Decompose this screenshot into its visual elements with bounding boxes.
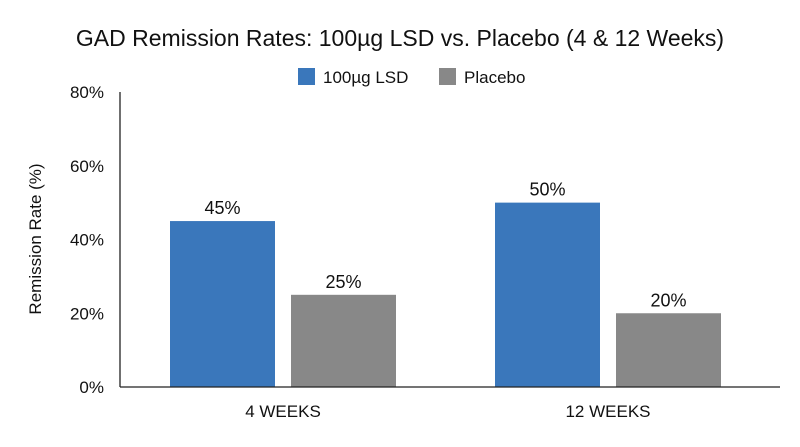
data-label-placebo-4-weeks: 25% bbox=[325, 272, 361, 292]
legend-label-placebo: Placebo bbox=[464, 68, 525, 87]
legend-label-lsd: 100µg LSD bbox=[323, 68, 408, 87]
data-label-100-g-lsd-12-weeks: 50% bbox=[529, 180, 565, 200]
x-tick-label-12-weeks: 12 WEEKS bbox=[565, 402, 650, 421]
bar-placebo-4-weeks bbox=[291, 294, 396, 387]
y-tick-label: 20% bbox=[70, 304, 104, 323]
y-tick-label: 0% bbox=[79, 378, 104, 397]
data-label-100-g-lsd-4-weeks: 45% bbox=[204, 198, 240, 218]
x-axis-ticks: 4 WEEKS 12 WEEKS bbox=[245, 402, 650, 421]
legend-swatch-lsd bbox=[298, 68, 315, 85]
data-labels: 45% 25% 50% 20% bbox=[204, 180, 686, 311]
y-tick-label: 40% bbox=[70, 231, 104, 250]
data-label-placebo-12-weeks: 20% bbox=[650, 290, 686, 310]
legend: 100µg LSD Placebo bbox=[298, 68, 525, 87]
legend-swatch-placebo bbox=[439, 68, 456, 85]
y-tick-label: 80% bbox=[70, 83, 104, 102]
bars bbox=[170, 202, 721, 387]
bar-100-g-lsd-4-weeks bbox=[170, 221, 275, 387]
bar-100-g-lsd-12-weeks bbox=[495, 202, 600, 387]
chart-title: GAD Remission Rates: 100µg LSD vs. Place… bbox=[76, 25, 724, 51]
y-axis-title: Remission Rate (%) bbox=[26, 163, 45, 314]
y-axis-ticks: 0% 20% 40% 60% 80% bbox=[70, 83, 104, 397]
x-tick-label-4-weeks: 4 WEEKS bbox=[245, 402, 321, 421]
y-tick-label: 60% bbox=[70, 157, 104, 176]
bar-placebo-12-weeks bbox=[616, 313, 721, 387]
